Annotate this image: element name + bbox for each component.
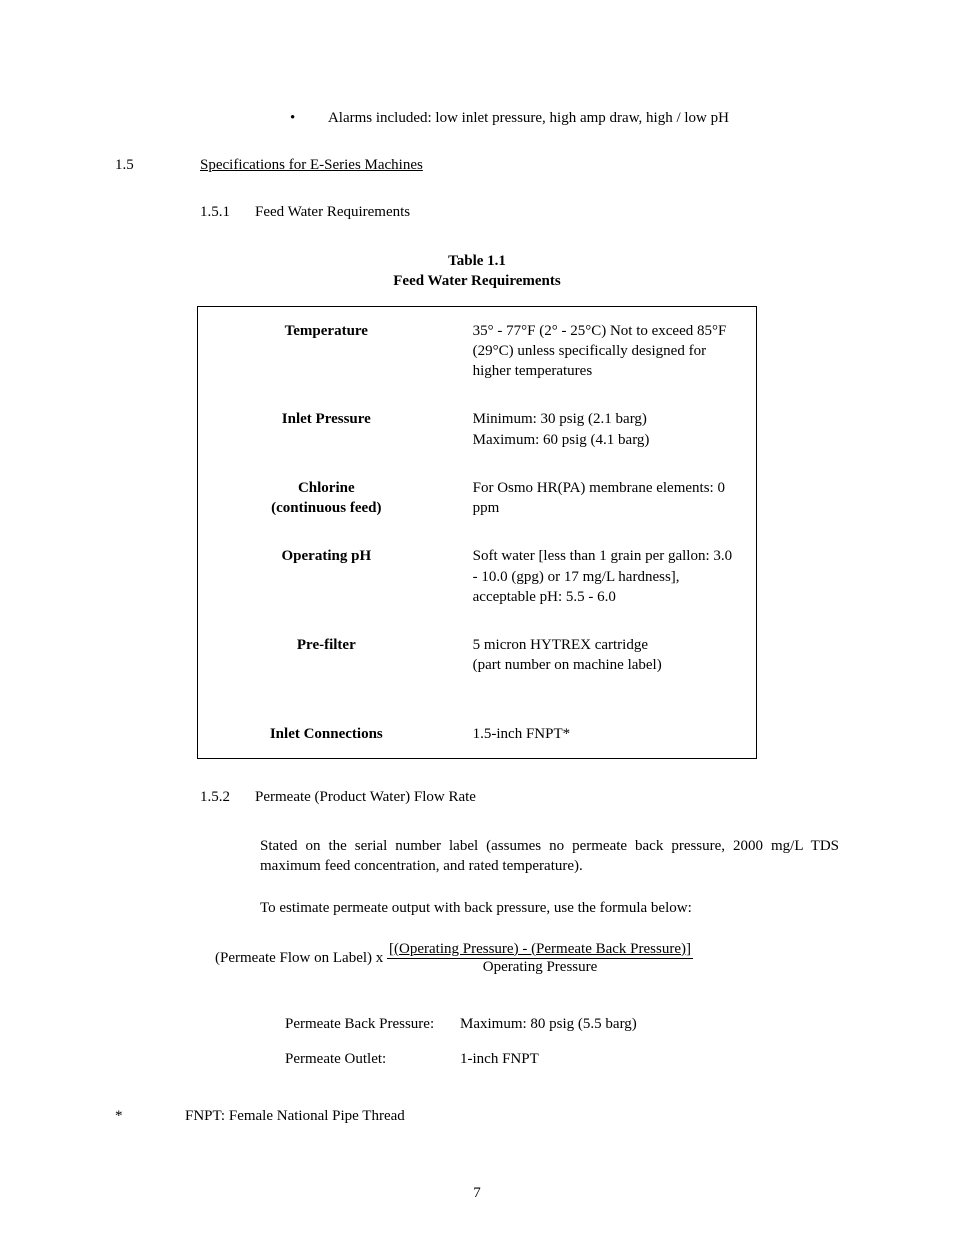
subsection-2: 1.5.2 Permeate (Product Water) Flow Rate: [200, 789, 839, 806]
table-cell-value: Soft water [less than 1 grain per gallon…: [455, 532, 757, 621]
section-title: Specifications for E-Series Machines: [200, 157, 423, 174]
body-paragraph-2: To estimate permeate output with back pr…: [260, 898, 839, 918]
table-row: Chlorine(continuous feed)For Osmo HR(PA)…: [198, 464, 757, 533]
table-cell-label: Inlet Connections: [198, 690, 455, 759]
table-cell-label: Operating pH: [198, 532, 455, 621]
spec-list: Permeate Back Pressure:Maximum: 80 psig …: [285, 1016, 839, 1068]
formula-denominator: Operating Pressure: [387, 959, 693, 976]
table-row: Operating pHSoft water [less than 1 grai…: [198, 532, 757, 621]
footnote: * FNPT: Female National Pipe Thread: [115, 1108, 839, 1125]
subsection-1: 1.5.1 Feed Water Requirements: [200, 204, 839, 221]
subsection-1-title: Feed Water Requirements: [255, 204, 410, 221]
footnote-mark: *: [115, 1108, 185, 1125]
table-cell-label: Pre-filter: [198, 621, 455, 690]
subsection-2-title: Permeate (Product Water) Flow Rate: [255, 789, 476, 806]
table-row: Pre-filter5 micron HYTREX cartridge(part…: [198, 621, 757, 690]
table-cell-value: For Osmo HR(PA) membrane elements: 0 ppm: [455, 464, 757, 533]
spec-label: Permeate Back Pressure:: [285, 1016, 460, 1033]
spec-value: Maximum: 80 psig (5.5 barg): [460, 1016, 637, 1033]
page-number: 7: [115, 1185, 839, 1202]
formula-lead: (Permeate Flow on Label) x: [215, 949, 387, 965]
table-row: Temperature35° - 77°F (2° - 25°C) Not to…: [198, 306, 757, 395]
table-cell-value: 5 micron HYTREX cartridge(part number on…: [455, 621, 757, 690]
table-row: Inlet Connections1.5-inch FNPT*: [198, 690, 757, 759]
table-cell-label: Chlorine(continuous feed): [198, 464, 455, 533]
subsection-1-number: 1.5.1: [200, 204, 255, 221]
section-number: 1.5: [115, 157, 200, 174]
table-caption-line2: Feed Water Requirements: [393, 273, 560, 289]
table-caption: Table 1.1 Feed Water Requirements: [115, 251, 839, 292]
table-cell-label: Inlet Pressure: [198, 395, 455, 464]
bullet-text: Alarms included: low inlet pressure, hig…: [328, 110, 729, 126]
table-cell-value: Minimum: 30 psig (2.1 barg)Maximum: 60 p…: [455, 395, 757, 464]
document-page: • Alarms included: low inlet pressure, h…: [0, 0, 954, 1242]
formula: (Permeate Flow on Label) x [(Operating P…: [215, 941, 839, 976]
table-cell-value: 35° - 77°F (2° - 25°C) Not to exceed 85°…: [455, 306, 757, 395]
spec-row: Permeate Outlet:1-inch FNPT: [285, 1051, 839, 1068]
bullet-dot: •: [290, 110, 325, 127]
formula-fraction: [(Operating Pressure) - (Permeate Back P…: [387, 941, 693, 976]
subsection-2-number: 1.5.2: [200, 789, 255, 806]
spec-label: Permeate Outlet:: [285, 1051, 460, 1068]
spec-row: Permeate Back Pressure:Maximum: 80 psig …: [285, 1016, 839, 1033]
table-cell-label: Temperature: [198, 306, 455, 395]
body-paragraph-1: Stated on the serial number label (assum…: [260, 836, 839, 877]
section-heading: 1.5 Specifications for E-Series Machines: [115, 157, 839, 174]
bullet-item: • Alarms included: low inlet pressure, h…: [290, 110, 839, 127]
spec-value: 1-inch FNPT: [460, 1051, 539, 1068]
table-cell-value: 1.5-inch FNPT*: [455, 690, 757, 759]
footnote-text: FNPT: Female National Pipe Thread: [185, 1108, 405, 1125]
table-caption-line1: Table 1.1: [448, 253, 506, 269]
table-row: Inlet PressureMinimum: 30 psig (2.1 barg…: [198, 395, 757, 464]
requirements-table: Temperature35° - 77°F (2° - 25°C) Not to…: [197, 306, 757, 759]
formula-numerator: [(Operating Pressure) - (Permeate Back P…: [387, 941, 693, 959]
